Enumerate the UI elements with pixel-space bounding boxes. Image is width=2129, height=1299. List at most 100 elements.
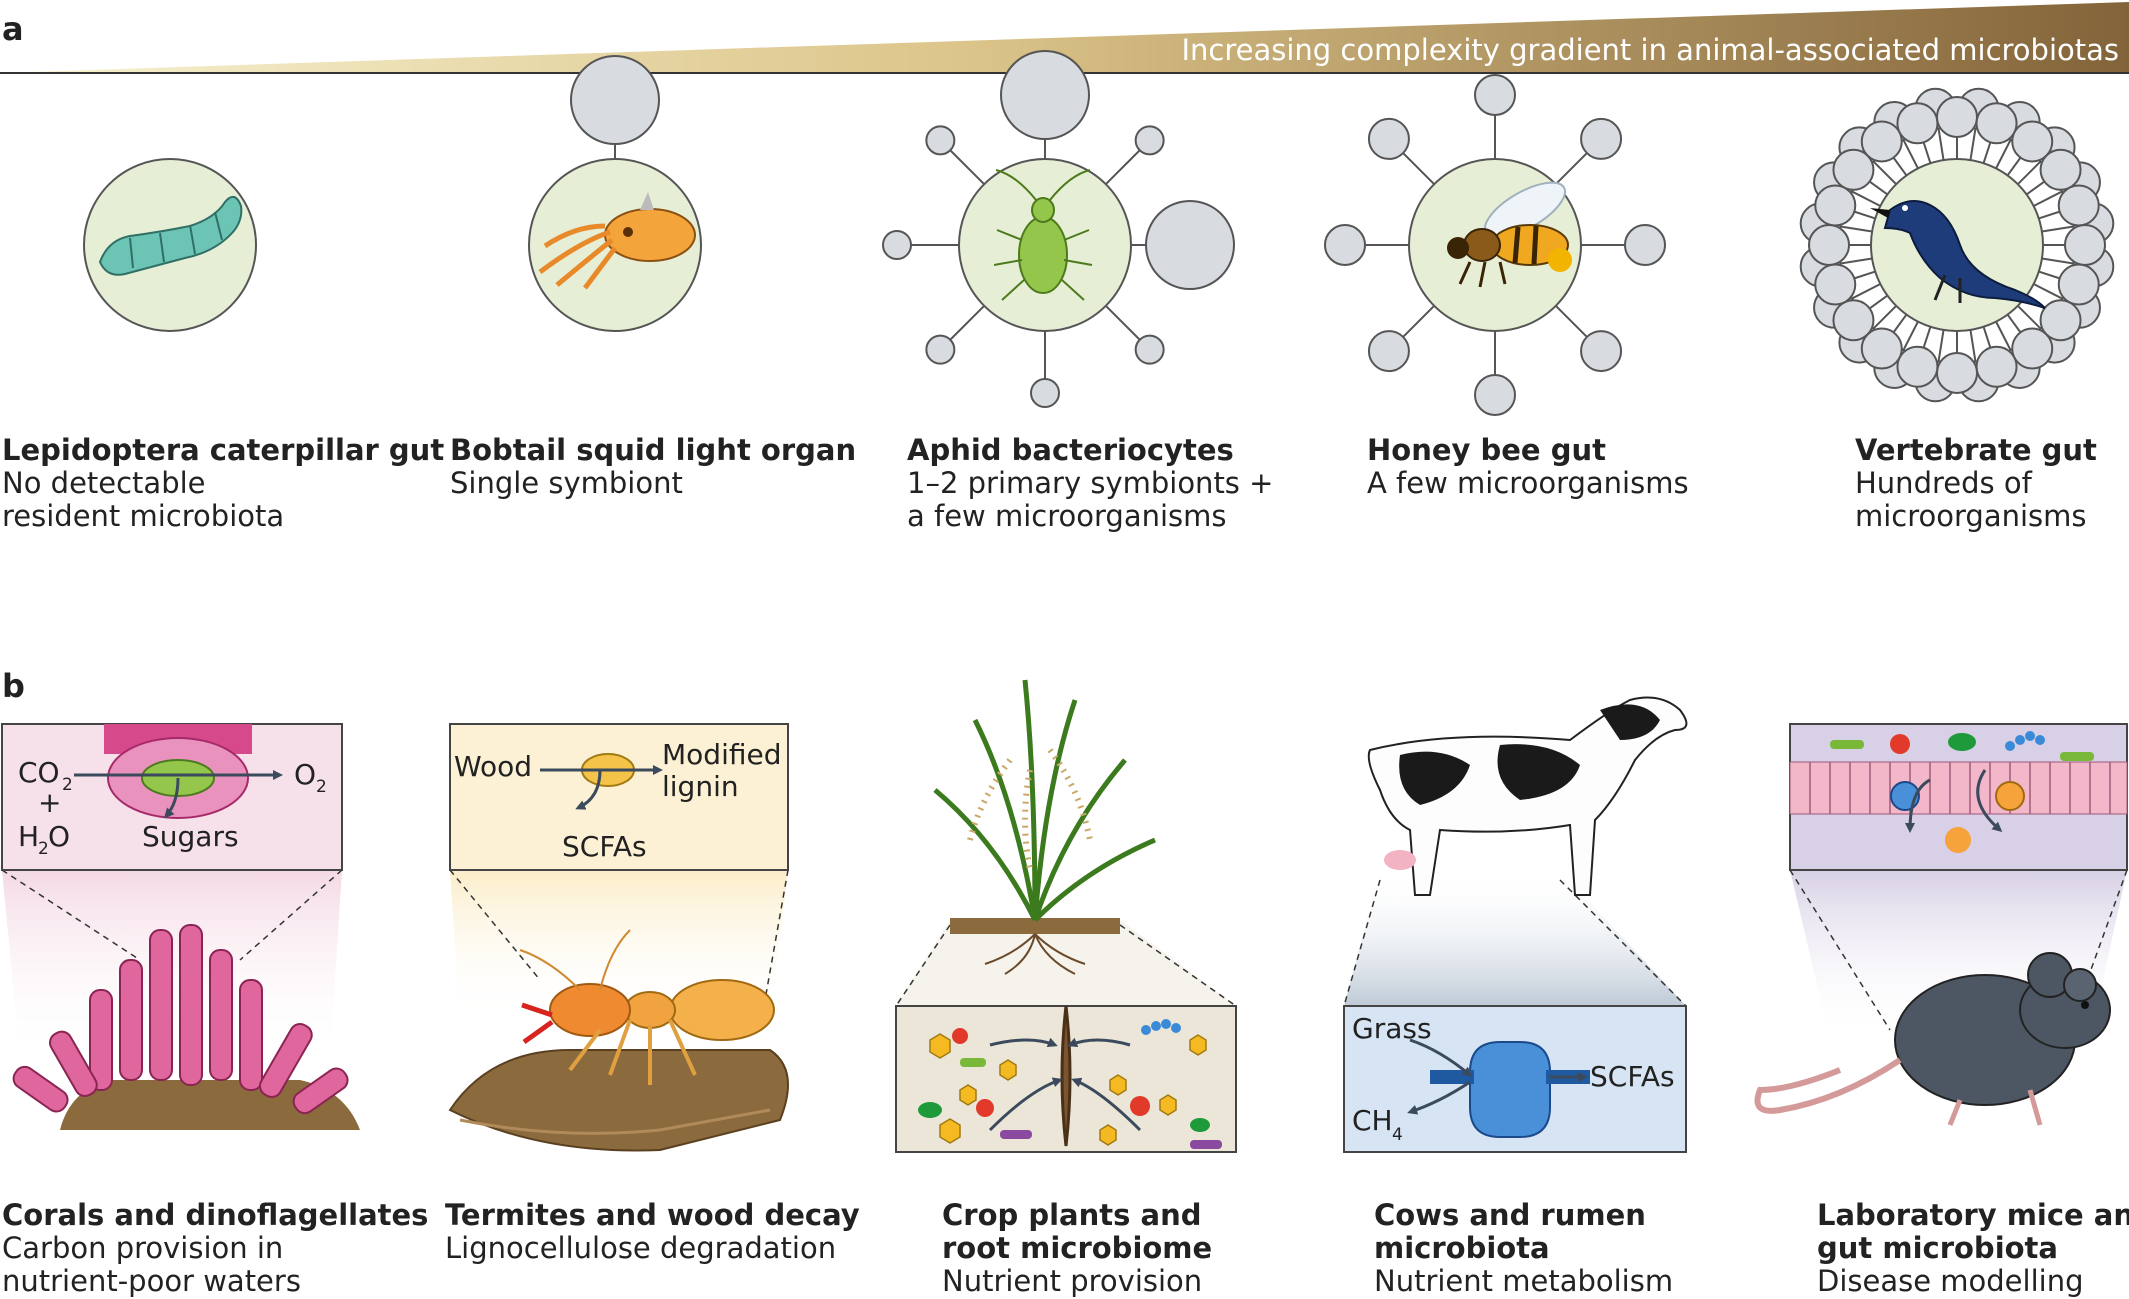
microbe-link <box>1853 270 1876 280</box>
cow-icon <box>1367 696 1688 896</box>
aphid-label: Aphid bacteriocytes 1–2 primary symbiont… <box>907 433 1273 533</box>
coral-inset: CO 2 + H 2 O O 2 Sugars <box>1 723 343 871</box>
coral-title: Corals and dinoflagellates <box>2 1198 428 1232</box>
plant-label: Crop plants and root microbiome Nutrient… <box>942 1198 1212 1298</box>
microbe-link <box>1105 149 1141 185</box>
microbe-link <box>1555 152 1588 185</box>
microbe-circle <box>2064 224 2106 266</box>
microbe-circle <box>570 55 660 145</box>
microbe-link <box>1902 321 1919 351</box>
panel-b-letter: b <box>2 667 25 705</box>
cow-scfas: SCFAs <box>1590 1060 1675 1093</box>
microbe-link <box>1892 313 1908 333</box>
squid-label: Bobtail squid light organ Single symbion… <box>450 433 856 500</box>
gut-inset <box>1789 723 2128 871</box>
microbe-circle <box>1367 330 1410 373</box>
microbe-link <box>1402 152 1435 185</box>
termite-scene: Wood Modified lignin SCFAs <box>448 723 789 1152</box>
bee-icon <box>1447 181 1572 288</box>
microbe-circle <box>1580 117 1623 160</box>
microbe-circle <box>2057 184 2100 227</box>
microbe-circle <box>1474 74 1516 116</box>
termite-label: Termites and wood decay Lignocellulose d… <box>445 1198 860 1265</box>
cow-scene: Grass SCFAs CH 4 <box>1343 696 1688 1153</box>
root-inset <box>895 1005 1237 1153</box>
panel-a-labels: Lepidoptera caterpillar gut No detectabl… <box>2 433 2097 533</box>
aphid-organ <box>882 50 1235 408</box>
mouse-title1: Laboratory mice and <box>1817 1198 2129 1232</box>
microbe-link <box>1853 210 1876 220</box>
microbe-circle <box>1936 352 1978 394</box>
rumen-inset: Grass SCFAs CH 4 <box>1343 1005 1687 1153</box>
mouse-title2: gut microbiota <box>1817 1231 2058 1265</box>
termite-modified: Modified <box>662 738 781 771</box>
caterpillar-sub2: resident microbiota <box>2 499 284 533</box>
microbe-circle <box>1134 125 1165 156</box>
coral-o2: O <box>294 758 316 791</box>
squid-sub1: Single symbiont <box>450 466 683 500</box>
coral-sub2: nutrient-poor waters <box>2 1264 301 1298</box>
microbe-link <box>2017 305 2042 330</box>
squid-title: Bobtail squid light organ <box>450 433 856 467</box>
microbe-link <box>1969 128 1977 161</box>
termite-scfas: SCFAs <box>562 830 647 863</box>
microbe-circle <box>1030 378 1060 408</box>
coral-sugars: Sugars <box>142 820 239 853</box>
microbe-circle <box>1975 102 2018 145</box>
microbe-link <box>1902 139 1919 169</box>
microbe-link <box>1105 305 1141 341</box>
plant-sub1: Nutrient provision <box>942 1264 1202 1298</box>
caterpillar-sub1: No detectable <box>2 466 206 500</box>
cow-ch: CH <box>1352 1104 1393 1137</box>
microbe-link <box>1922 326 1932 349</box>
aphid-title: Aphid bacteriocytes <box>907 433 1234 467</box>
caterpillar-organ <box>83 158 257 332</box>
mouse-icon <box>1754 952 2111 1126</box>
caterpillar-icon <box>98 195 243 276</box>
microbe-circle <box>1580 330 1623 373</box>
microbe-circle <box>1474 374 1516 416</box>
microbe-link <box>2025 180 2045 196</box>
coral-co2-sub: 2 <box>62 775 73 795</box>
microbe-link <box>2033 283 2063 300</box>
microbe-link <box>1851 283 1881 300</box>
microbe-circle <box>2011 327 2054 370</box>
gradient-label: Increasing complexity gradient in animal… <box>1181 33 2119 67</box>
microbe-link <box>949 305 985 341</box>
bee-organ <box>1324 74 1666 416</box>
microbe-circle <box>1808 224 1850 266</box>
coral-h2o-sub: 2 <box>38 839 49 859</box>
microbe-link <box>1555 305 1588 338</box>
microbe-circle <box>1896 345 1939 388</box>
coral-scene: CO 2 + H 2 O O 2 Sugars <box>1 723 360 1130</box>
microbe-link <box>2041 225 2074 233</box>
plant-scene <box>895 679 1237 1153</box>
microbe-link <box>1402 305 1435 338</box>
termite-title: Termites and wood decay <box>445 1198 860 1232</box>
microbe-circle <box>882 230 912 260</box>
termite-inset: Wood Modified lignin SCFAs <box>449 723 789 871</box>
coral-icon <box>12 924 360 1130</box>
coral-o: O <box>48 820 70 853</box>
microbe-circle <box>1860 120 1903 163</box>
termite-wood: Wood <box>454 750 532 783</box>
vertebrate-label: Vertebrate gut Hundreds of microorganism… <box>1855 433 2097 533</box>
microbe-circle <box>1975 345 2018 388</box>
coral-sub1: Carbon provision in <box>2 1231 283 1265</box>
microbe-circle <box>1832 299 1875 342</box>
panel-a-letter: a <box>2 10 24 48</box>
microbe-link <box>1937 329 1945 362</box>
microbe-circle <box>2057 263 2100 306</box>
microbe-link <box>2038 270 2061 280</box>
microbe-circle <box>1367 117 1410 160</box>
cow-title2: microbiota <box>1374 1231 1550 1265</box>
cow-label: Cows and rumen microbiota Nutrient metab… <box>1374 1198 1673 1298</box>
microbe-circle <box>1936 96 1978 138</box>
bird-icon <box>1870 200 2046 309</box>
bee-title: Honey bee gut <box>1367 433 1606 467</box>
complexity-gradient-bar: Increasing complexity gradient in animal… <box>0 2 2129 74</box>
cow-ch4-sub: 4 <box>1392 1125 1403 1145</box>
microbe-circle <box>2039 148 2082 191</box>
microbe-link <box>1872 160 1897 185</box>
